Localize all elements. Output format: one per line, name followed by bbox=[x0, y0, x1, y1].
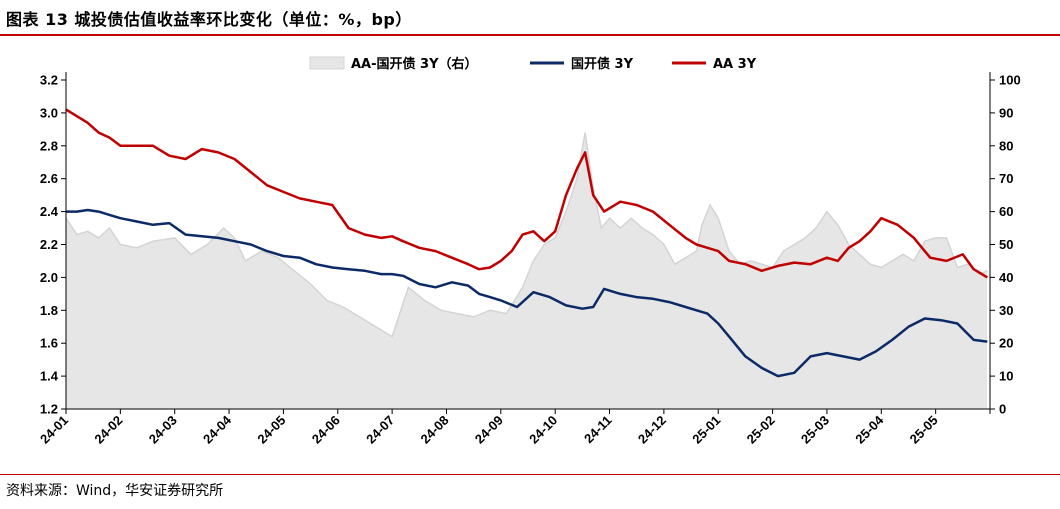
x-tick-label: 24-03 bbox=[146, 413, 180, 447]
y-left-tick-label: 2.2 bbox=[40, 237, 58, 252]
x-tick-label: 24-06 bbox=[309, 413, 343, 447]
title-rule bbox=[0, 34, 1060, 36]
y-right-tick-label: 60 bbox=[999, 204, 1013, 219]
y-left-tick-label: 3.0 bbox=[40, 105, 58, 120]
y-left-tick-label: 2.6 bbox=[40, 171, 58, 186]
series-area-spread bbox=[66, 132, 988, 409]
y-left-tick-label: 2.0 bbox=[40, 270, 58, 285]
x-tick-label: 24-05 bbox=[254, 413, 288, 447]
y-left-tick-label: 2.4 bbox=[40, 204, 59, 219]
x-tick-label: 25-05 bbox=[907, 413, 941, 447]
legend-label-gov: 国开债 3Y bbox=[571, 56, 634, 72]
legend-label-spread: AA-国开债 3Y（右） bbox=[351, 56, 478, 72]
x-tick-label: 24-07 bbox=[363, 413, 397, 447]
source-note: 资料来源：Wind，华安证券研究所 bbox=[6, 483, 224, 499]
x-tick-label: 24-02 bbox=[91, 413, 125, 447]
legend-swatch-spread bbox=[309, 56, 345, 70]
y-right-tick-label: 10 bbox=[999, 369, 1013, 384]
y-right-tick-label: 90 bbox=[999, 105, 1013, 120]
y-right-tick-label: 20 bbox=[999, 336, 1013, 351]
y-right-tick-label: 30 bbox=[999, 303, 1013, 318]
x-tick-label: 25-02 bbox=[744, 413, 778, 447]
x-tick-label: 24-01 bbox=[37, 413, 71, 447]
y-left-tick-label: 2.8 bbox=[40, 138, 58, 153]
y-right-tick-label: 70 bbox=[999, 171, 1013, 186]
x-tick-label: 25-04 bbox=[852, 412, 887, 447]
x-tick-label: 24-04 bbox=[200, 412, 235, 447]
series-line-aa-3y bbox=[65, 108, 988, 279]
x-tick-label: 24-09 bbox=[472, 413, 506, 447]
y-right-tick-label: 0 bbox=[999, 402, 1006, 417]
x-tick-label: 25-03 bbox=[798, 413, 832, 447]
y-right-tick-label: 100 bbox=[999, 73, 1021, 88]
y-right-tick-label: 80 bbox=[999, 138, 1013, 153]
source-rule bbox=[0, 474, 1060, 475]
y-left-tick-label: 1.2 bbox=[40, 402, 58, 417]
x-tick-label: 24-08 bbox=[417, 413, 451, 447]
chart-title: 图表 13 城投债估值收益率环比变化（单位：%，bp） bbox=[6, 10, 412, 29]
y-right-tick-label: 40 bbox=[999, 270, 1013, 285]
legend: AA-国开债 3Y（右） 国开债 3Y AA 3Y bbox=[309, 56, 757, 72]
x-tick-label: 24-10 bbox=[526, 413, 560, 447]
y-left-tick-label: 1.4 bbox=[40, 369, 59, 384]
series-line-spread-edge bbox=[65, 132, 988, 338]
x-tick-label: 25-01 bbox=[689, 413, 723, 447]
y-left-tick-label: 1.6 bbox=[40, 336, 58, 351]
y-left-tick-label: 3.2 bbox=[40, 73, 58, 88]
series-line-gov-3y bbox=[66, 208, 988, 378]
legend-label-aa: AA 3Y bbox=[713, 57, 757, 72]
x-tick-label: 24-12 bbox=[635, 413, 669, 447]
y-right-tick-label: 50 bbox=[999, 237, 1013, 252]
y-left-tick-label: 1.8 bbox=[40, 303, 58, 318]
x-tick-label: 24-11 bbox=[581, 413, 615, 447]
